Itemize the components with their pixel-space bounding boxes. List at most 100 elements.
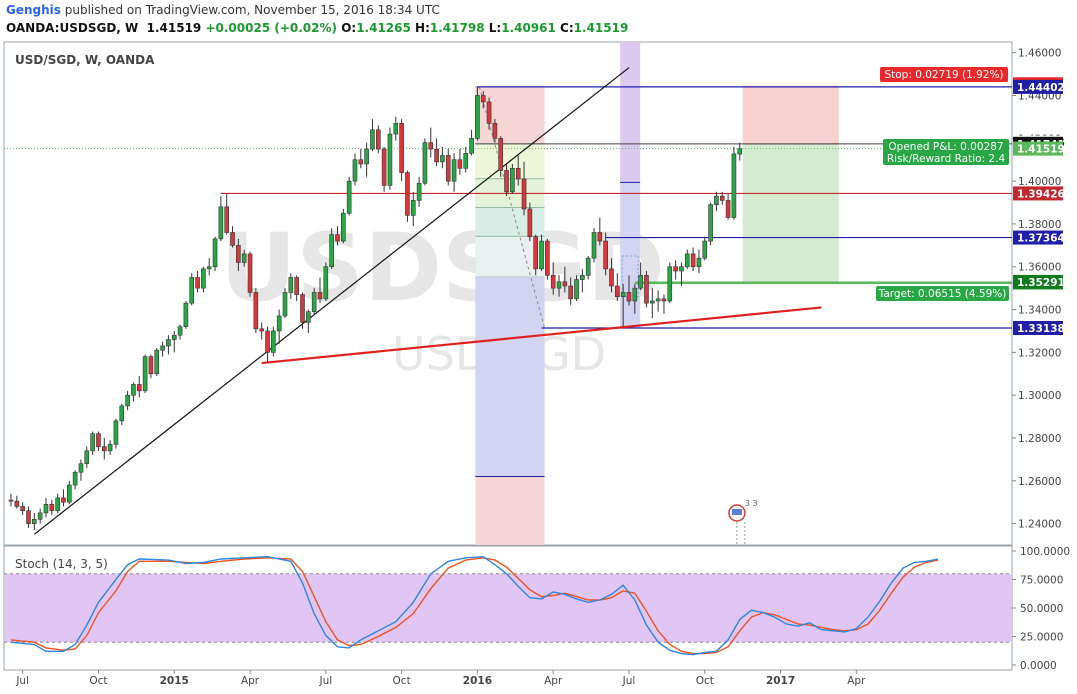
candle-body: [673, 266, 678, 272]
candle-body: [276, 315, 282, 332]
candle-body: [171, 334, 177, 340]
candle-body: [375, 129, 381, 150]
pnl-label: Risk/Reward Ratio: 2.4: [887, 153, 1006, 165]
candle-body: [358, 159, 364, 165]
candle-body: [329, 234, 334, 268]
candle-body: [684, 253, 690, 268]
pnl-label-box: [883, 139, 1009, 165]
candle-body: [317, 292, 323, 300]
position-target-zone: [742, 143, 839, 284]
position-stop-zone: [742, 85, 839, 144]
time-tick-label: Apr: [241, 675, 260, 687]
time-tick-label: 2017: [766, 675, 795, 687]
candle-body: [381, 148, 387, 186]
candle-body: [282, 292, 288, 317]
candle-body: [253, 292, 259, 330]
candle-body: [230, 232, 235, 246]
stoch-tick-label: 100.0000: [1020, 546, 1070, 558]
candle-body: [189, 277, 195, 304]
candle-body: [131, 384, 136, 396]
candle-body: [457, 159, 463, 169]
candle-body: [609, 268, 614, 287]
candle-body: [84, 450, 90, 464]
candle-body: [78, 463, 84, 473]
candle-body: [422, 142, 428, 184]
stop-label: Stop: 0.02719 (1.92%): [884, 69, 1003, 81]
candle-body: [702, 240, 708, 259]
time-tick-label: Jul: [622, 675, 636, 687]
candle-body: [72, 471, 78, 486]
target-label-box: [876, 286, 1009, 301]
candle-body: [399, 123, 404, 173]
open-label: O:: [341, 21, 357, 35]
author-name[interactable]: Genghis: [6, 3, 61, 17]
candle-body: [480, 95, 486, 103]
candle-body: [714, 195, 719, 205]
time-tick-label: Oct: [696, 675, 714, 687]
candle-body: [212, 238, 218, 268]
price-change: +0.00025 (+0.02%): [205, 21, 338, 35]
candle-body: [8, 499, 14, 502]
price-label: 1.33138: [1017, 323, 1065, 335]
high-value: 1.41798: [429, 21, 485, 35]
candle-body: [655, 298, 661, 302]
candle-body: [719, 195, 725, 201]
price-label: 1.41519: [1017, 144, 1065, 156]
last-price: 1.41519: [146, 21, 202, 35]
candle-body: [405, 172, 410, 216]
price-label: 1.44402: [1017, 82, 1065, 94]
time-tick-label: Oct: [393, 675, 411, 687]
candle-body: [20, 506, 25, 512]
candle-body: [492, 123, 498, 139]
candle-body: [259, 328, 264, 332]
candle-body: [580, 275, 585, 280]
rising-trendline: [33, 67, 630, 535]
time-tick-label: Apr: [544, 675, 563, 687]
candle-body: [515, 167, 521, 180]
candle-body: [679, 266, 684, 272]
candle-body: [597, 232, 603, 242]
candle-body: [410, 200, 416, 216]
candle-body: [445, 155, 451, 182]
candle-body: [271, 330, 276, 353]
candle-body: [469, 138, 474, 154]
candle-body: [440, 155, 445, 163]
time-tick-label: Oct: [89, 675, 107, 687]
candle-body: [14, 500, 20, 507]
candle-body: [206, 266, 212, 270]
candle-body: [101, 446, 107, 452]
candle-body: [32, 519, 37, 524]
candle-body: [521, 178, 527, 210]
close-value: 1.41519: [573, 21, 629, 35]
candle-body: [574, 279, 579, 300]
chart-title: USD/SGD, W, OANDA: [15, 53, 155, 67]
stoch-tick-label: 25.0000: [1020, 632, 1063, 644]
candle-body: [696, 257, 702, 268]
candle-body: [306, 311, 311, 323]
candle-body: [311, 292, 317, 312]
candle-body: [346, 180, 352, 214]
fib-band: [475, 207, 545, 237]
price-tick-label: 1.38000: [1018, 219, 1061, 231]
candle-body: [708, 204, 713, 242]
stoch-tick-label: 0.0000: [1020, 660, 1057, 672]
candle-body: [428, 142, 434, 150]
candle-body: [486, 101, 492, 124]
symbol-label: OANDA:USDSGD, W: [6, 21, 139, 35]
candle-body: [667, 266, 673, 302]
price-tick-label: 1.24000: [1018, 519, 1061, 531]
candle-body: [96, 433, 101, 447]
candle-body: [620, 292, 626, 298]
candle-body: [300, 294, 305, 323]
candle-body: [265, 330, 270, 353]
candle-body: [154, 349, 160, 375]
price-label-bg: [1013, 79, 1063, 94]
candle-body: [236, 245, 241, 263]
blue-measure-box: [475, 277, 545, 477]
candle-body: [725, 200, 731, 218]
price-label-bg: [1013, 186, 1063, 201]
price-tick-label: 1.30000: [1018, 390, 1061, 402]
candle-body: [498, 138, 504, 171]
price-tick-label: 1.34000: [1018, 305, 1061, 317]
